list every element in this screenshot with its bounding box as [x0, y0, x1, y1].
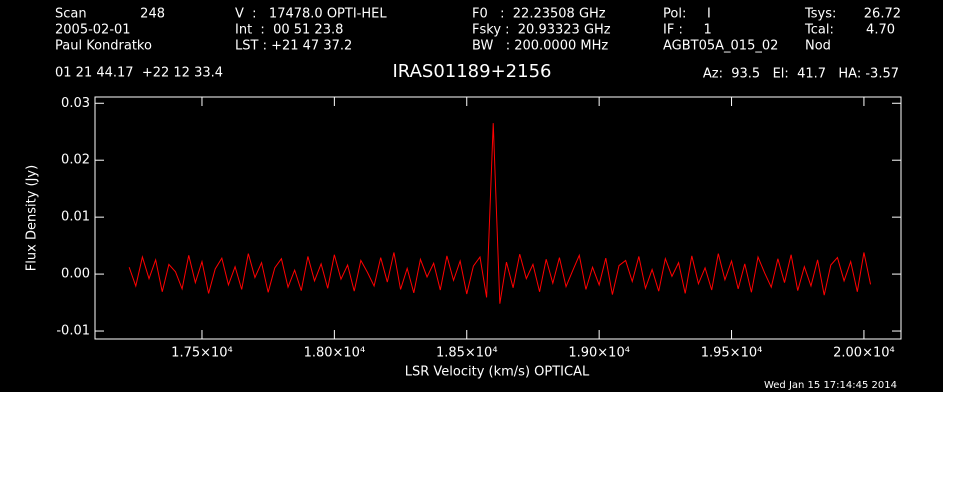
y-tick-label: 0.00 — [61, 267, 90, 282]
header-text: F0 : 22.23508 GHz — [472, 7, 606, 22]
chart-title: IRAS01189+2156 — [393, 61, 552, 82]
header-text: Scan — [55, 7, 87, 22]
x-tick-label: 1.95×10⁴ — [701, 346, 763, 361]
x-axis-label: LSR Velocity (km/s) OPTICAL — [405, 365, 590, 380]
y-tick-label: 0.02 — [61, 153, 90, 168]
x-tick-label: 1.75×10⁴ — [171, 346, 233, 361]
y-axis-label: Flux Density (Jy) — [25, 165, 40, 271]
y-tick-label: -0.01 — [56, 324, 90, 339]
timestamp: Wed Jan 15 17:14:45 2014 — [764, 380, 897, 391]
header-text: Fsky : 20.93323 GHz — [472, 23, 611, 38]
header-text: IF : 1 — [663, 23, 712, 38]
header-text: Pol: I — [663, 7, 711, 22]
header-text: BW : 200.0000 MHz — [472, 39, 608, 54]
plot-frame — [94, 96, 902, 340]
x-tick-label: 1.90×10⁴ — [568, 346, 630, 361]
y-tick-label: 0.03 — [61, 96, 90, 111]
header-text: 4.70 — [866, 23, 895, 38]
header-text: LST : +21 47 37.2 — [235, 39, 352, 54]
header-text: 26.72 — [864, 7, 901, 22]
x-tick-label: 1.85×10⁴ — [436, 346, 498, 361]
header-text: Tsys: — [804, 7, 836, 22]
header-text: Nod — [805, 39, 831, 54]
pointing: Az: 93.5 El: 41.7 HA: -3.57 — [703, 67, 899, 82]
header-text: AGBT05A_015_02 — [663, 39, 778, 54]
y-tick-label: 0.01 — [61, 210, 90, 225]
x-tick-label: 1.80×10⁴ — [304, 346, 366, 361]
spectrum-line — [128, 123, 872, 304]
position: 01 21 44.17 +22 12 33.4 — [55, 66, 223, 81]
header-text: 248 — [140, 7, 165, 22]
header-text: Int : 00 51 23.8 — [235, 23, 343, 38]
header-text: V : 17478.0 OPTI-HEL — [235, 7, 387, 22]
x-tick-label: 2.00×10⁴ — [833, 346, 895, 361]
plot-background — [0, 0, 943, 392]
header-text: 2005-02-01 — [55, 23, 131, 38]
header-text: Tcal: — [804, 23, 834, 38]
header-text: Paul Kondratko — [55, 39, 152, 54]
